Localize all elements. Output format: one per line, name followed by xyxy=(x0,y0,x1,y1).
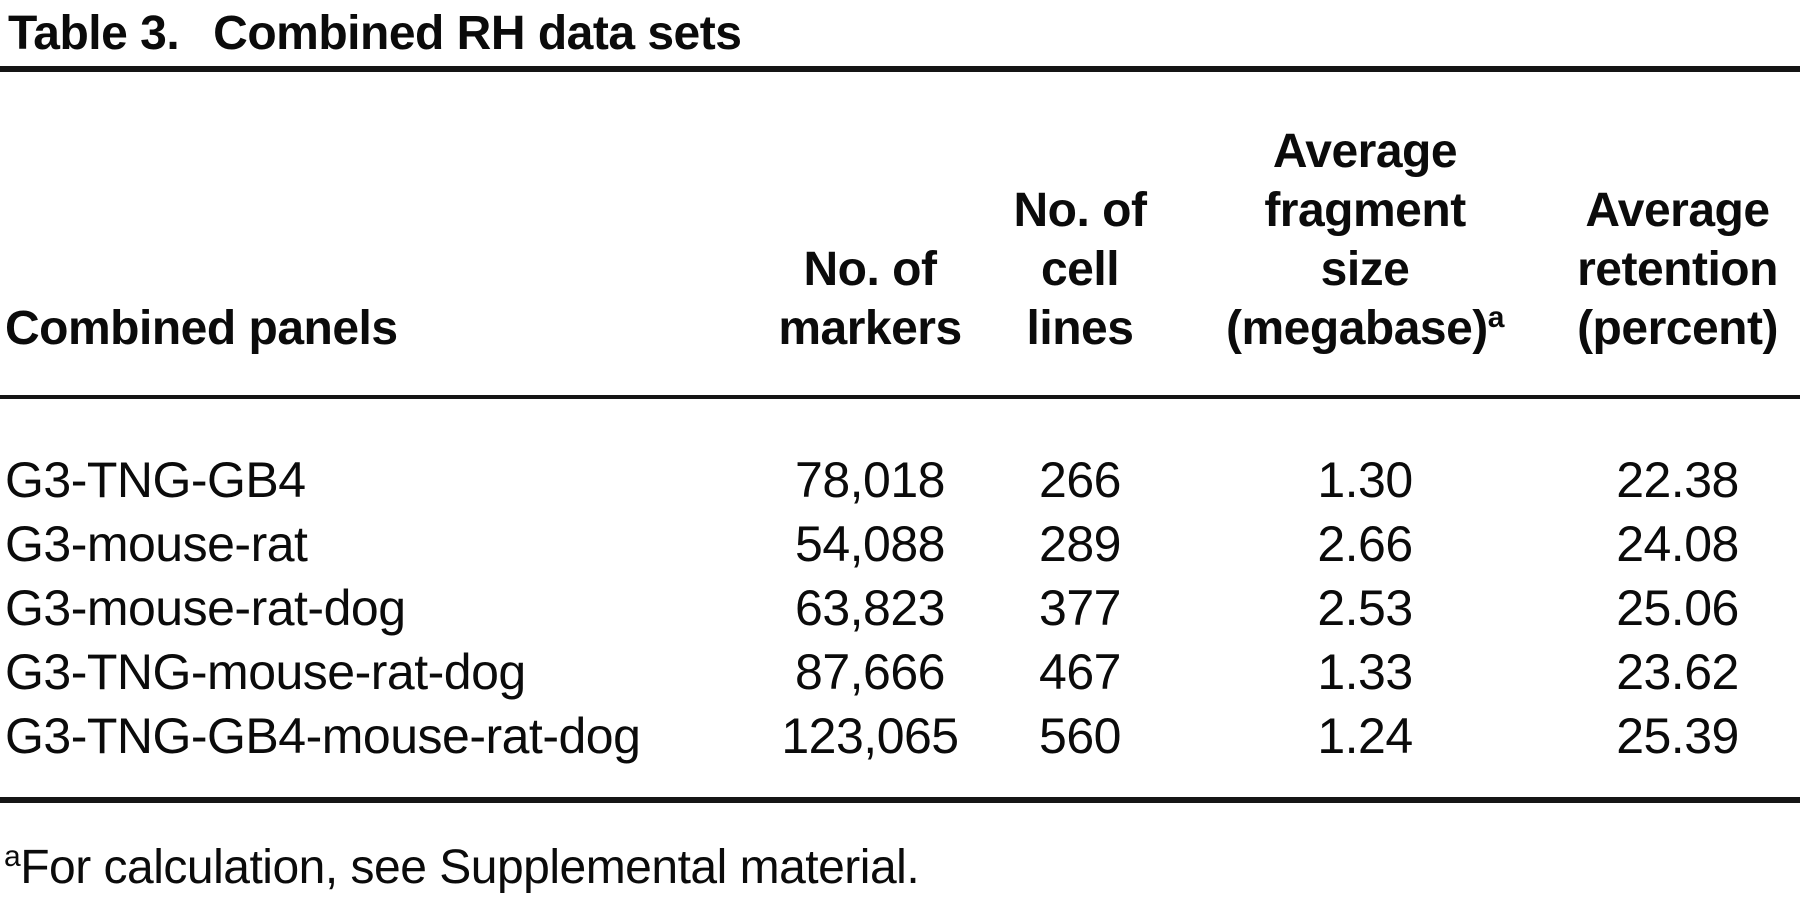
table-row-2-markers: 54,088 xyxy=(795,516,945,572)
table-row-4-retention: 23.62 xyxy=(1616,644,1739,700)
table-row-1-panel: G3-TNG-GB4 xyxy=(5,452,306,508)
table-row-4-markers: 87,666 xyxy=(795,644,945,700)
table-row-4-panel: G3-TNG-mouse-rat-dog xyxy=(5,644,526,700)
table-row-2-retention: 24.08 xyxy=(1616,516,1739,572)
column-header-combined-panels: Combined panels xyxy=(5,302,398,355)
table-title-text: Combined RH data sets xyxy=(213,7,742,60)
column-header-average-fragment-size-text: Average fragment size (megabase) xyxy=(1226,125,1488,355)
table-header-row: Combined panels No. of markers No. of ce… xyxy=(5,100,1800,358)
table-row-5-markers: 123,065 xyxy=(781,708,959,764)
rule-bottom xyxy=(0,797,1800,803)
table-row-4-cell-lines: 467 xyxy=(1039,644,1121,700)
table-row-3-cell-lines: 377 xyxy=(1039,580,1121,636)
table-row-3-retention: 25.06 xyxy=(1616,580,1739,636)
table-row-5-panel: G3-TNG-GB4-mouse-rat-dog xyxy=(5,708,641,764)
table-row-1-cell-lines: 266 xyxy=(1039,452,1121,508)
table-row-3-panel: G3-mouse-rat-dog xyxy=(5,580,406,636)
table-row-2-fragment-size: 2.66 xyxy=(1317,516,1413,572)
table-row-1-retention: 22.38 xyxy=(1616,452,1739,508)
table-row-3-markers: 63,823 xyxy=(795,580,945,636)
column-header-average-fragment-size: Average fragment size (megabase)a xyxy=(1175,122,1555,358)
table-title: Table 3. Combined RH data sets xyxy=(8,6,742,61)
table-row-5-retention: 25.39 xyxy=(1616,708,1739,764)
table-row-3-fragment-size: 2.53 xyxy=(1317,580,1413,636)
table-row-1-fragment-size: 1.30 xyxy=(1317,452,1413,508)
table-row-2-panel: G3-mouse-rat xyxy=(5,516,308,572)
footnote-marker-superscript: a xyxy=(1487,301,1505,334)
footnote: aFor calculation, see Supplemental mater… xyxy=(4,840,920,895)
table-row-4-fragment-size: 1.33 xyxy=(1317,644,1413,700)
column-header-average-retention: Average retention (percent) xyxy=(1577,184,1778,355)
table-row-1-markers: 78,018 xyxy=(795,452,945,508)
table-body: G3-TNG-GB4 78,018 266 1.30 22.38 G3-mous… xyxy=(5,448,1800,768)
rule-top xyxy=(0,66,1800,72)
table-row-5-fragment-size: 1.24 xyxy=(1317,708,1413,764)
footnote-marker: a xyxy=(4,840,21,873)
rule-under-header xyxy=(0,395,1800,399)
footnote-text: For calculation, see Supplemental materi… xyxy=(20,841,920,894)
column-header-no-of-cell-lines: No. of cell lines xyxy=(1013,184,1147,355)
table-row-5-cell-lines: 560 xyxy=(1039,708,1121,764)
table-row-2-cell-lines: 289 xyxy=(1039,516,1121,572)
table-title-label: Table 3. xyxy=(8,7,180,60)
column-header-no-of-markers: No. of markers xyxy=(778,243,962,355)
